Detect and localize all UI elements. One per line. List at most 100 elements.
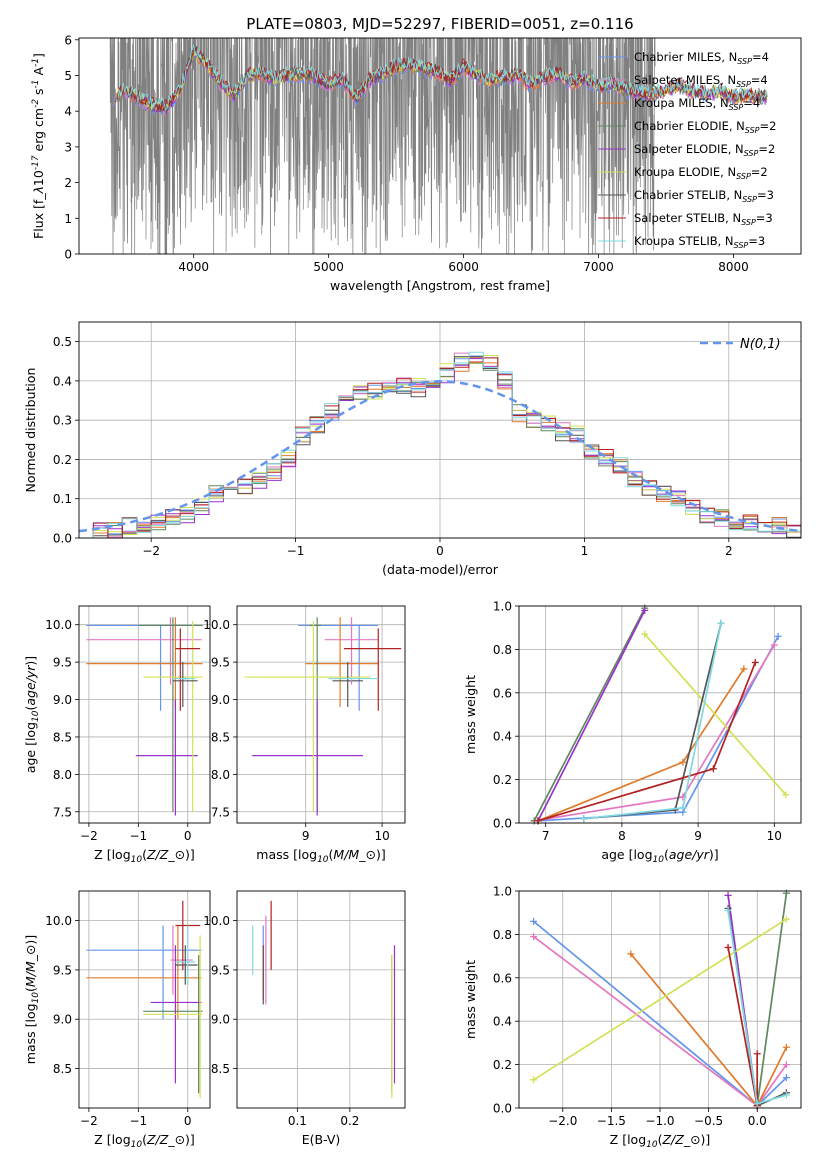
legend-label: Kroupa ELODIE, NSSP​=2 bbox=[634, 165, 768, 181]
series-line bbox=[727, 947, 759, 1106]
text-part: SSP bbox=[737, 57, 752, 66]
y-tick-label: 0 bbox=[64, 248, 72, 262]
y-tick-label: 7.5 bbox=[53, 805, 72, 819]
x-tick-label: 7 bbox=[542, 829, 550, 843]
series-marker bbox=[641, 606, 649, 614]
y-tick-label: 2 bbox=[64, 176, 72, 190]
y-tick-label: 0.3 bbox=[53, 414, 72, 428]
text-part: Kroupa STELIB, N bbox=[634, 234, 734, 248]
text-part: age [log bbox=[601, 847, 652, 862]
y-tick-label: 0.4 bbox=[493, 730, 512, 744]
y-tick-label: 10.0 bbox=[203, 914, 230, 928]
y-tick-label: 0.0 bbox=[53, 532, 72, 546]
y-tick-label: 8.0 bbox=[53, 768, 72, 782]
text-part: N(0,1) bbox=[740, 337, 781, 352]
series-marker bbox=[774, 632, 782, 640]
axes-frame bbox=[518, 890, 802, 1109]
y-tick-label: 10.0 bbox=[203, 618, 230, 632]
y-axis-label: age [log10​(age/yr)] bbox=[23, 656, 41, 773]
series-marker bbox=[530, 933, 538, 941]
series-marker bbox=[751, 658, 759, 666]
x-tick-label: 8000 bbox=[718, 260, 749, 274]
x-tick-label: −2.0 bbox=[548, 1114, 577, 1128]
plot-area bbox=[530, 889, 790, 1110]
y-tick-label: 0.8 bbox=[493, 643, 512, 657]
x-axis-label: age [log10​(age/yr)] bbox=[601, 847, 718, 865]
x-tick-label: 0 bbox=[184, 829, 192, 843]
text-part: 10 bbox=[653, 855, 665, 865]
series-marker bbox=[740, 665, 748, 673]
text-part: Chabrier ELODIE, N bbox=[634, 119, 745, 133]
text-part: Z/Z_⊙ bbox=[146, 847, 185, 862]
y-tick-label: 4 bbox=[64, 105, 72, 119]
x-tick-label: 5000 bbox=[313, 260, 344, 274]
y-axis-label: Normed distribution bbox=[23, 368, 38, 493]
text-part: =2 bbox=[758, 142, 775, 156]
x-tick-label: 2 bbox=[725, 544, 733, 558]
y-tick-label: 3 bbox=[64, 140, 72, 154]
y-tick-label: 0.0 bbox=[493, 1102, 512, 1116]
chart-spectrum: 4000 5000 6000 7000 8000 0 1 2 3 4 5 6 wavelength [A… bbox=[31, 33, 802, 293]
plot-area bbox=[252, 900, 396, 1099]
x-tick-label: −1.0 bbox=[645, 1114, 674, 1128]
legend-label: Chabrier MILES, NSSP​=4 bbox=[634, 50, 769, 66]
text-part: mass weight bbox=[463, 960, 478, 1039]
text-part: SSP bbox=[741, 218, 756, 227]
text-part: ( bbox=[23, 706, 38, 711]
series-line bbox=[537, 668, 745, 822]
x-tick-label: 6000 bbox=[448, 260, 479, 274]
axes-frame bbox=[518, 605, 802, 824]
text-part: Kroupa ELODIE, N bbox=[634, 165, 736, 179]
x-axis-label: wavelength [Angstrom, rest frame] bbox=[330, 278, 550, 293]
gaussian-curve bbox=[78, 380, 802, 533]
text-part: mass weight bbox=[463, 675, 478, 754]
series-line bbox=[533, 607, 646, 822]
series-marker bbox=[709, 765, 717, 773]
y-tick-label: 0.4 bbox=[53, 374, 72, 388]
x-axis-label: Z [log10​(Z/Z_⊙)] bbox=[94, 1132, 195, 1150]
text-part: mass [log bbox=[256, 847, 317, 862]
text-part: M/M_⊙ bbox=[333, 847, 376, 862]
axes-frame bbox=[78, 321, 802, 539]
series-line bbox=[537, 609, 646, 822]
x-tick-label: −2 bbox=[80, 1114, 98, 1128]
series-line bbox=[537, 662, 757, 822]
text-part: ( bbox=[658, 1132, 663, 1147]
text-part: )] bbox=[376, 847, 386, 862]
text-part: )] bbox=[709, 847, 719, 862]
series-marker bbox=[782, 791, 790, 799]
text-part: Z [log bbox=[610, 1132, 646, 1147]
y-axis-label: Flux [f_λ10-17​ erg cm-2​ s-1​ A-1​] bbox=[31, 53, 46, 239]
text-part: )] bbox=[701, 1132, 711, 1147]
text-part: SSP bbox=[742, 195, 757, 204]
y-tick-label: 9.0 bbox=[53, 1013, 72, 1027]
text-part: Kroupa MILES, N bbox=[634, 96, 729, 110]
text-part: ( bbox=[23, 987, 38, 992]
x-tick-label: −2 bbox=[80, 829, 98, 843]
series-marker bbox=[753, 1100, 761, 1108]
text-part: Salpeter STELIB, N bbox=[634, 211, 741, 225]
series-marker bbox=[724, 943, 732, 951]
axes-frame bbox=[78, 890, 211, 1109]
text-part: Salpeter ELODIE, N bbox=[634, 142, 744, 156]
y-tick-label: 9.0 bbox=[211, 693, 230, 707]
y-tick-label: 8.5 bbox=[211, 1062, 230, 1076]
plot-area bbox=[109, 38, 768, 254]
text-part: s bbox=[31, 88, 46, 99]
text-part: =4 bbox=[751, 73, 768, 87]
plot-area bbox=[86, 900, 203, 1099]
text-part: A bbox=[31, 66, 46, 79]
x-tick-label: −1 bbox=[287, 544, 305, 558]
figure-title: PLATE=0803, MJD=52297, FIBERID=0051, z=0… bbox=[246, 15, 633, 33]
y-tick-label: 10.0 bbox=[45, 618, 72, 632]
axes-frame bbox=[236, 605, 406, 824]
plot-area bbox=[244, 617, 402, 816]
x-tick-label: 1 bbox=[581, 544, 589, 558]
plot-area bbox=[78, 351, 802, 539]
y-tick-label: 1.0 bbox=[493, 885, 512, 899]
series-marker bbox=[627, 950, 635, 958]
text-part: 10 bbox=[31, 170, 46, 186]
y-tick-label: 8.5 bbox=[211, 730, 230, 744]
chart-mass_vs_Z: −2 −1 0 8.5 9.0 9.5 10.0 Z [log10​(Z/Z_⊙)] mass … bbox=[23, 890, 211, 1150]
text-part: SSP bbox=[734, 241, 749, 250]
